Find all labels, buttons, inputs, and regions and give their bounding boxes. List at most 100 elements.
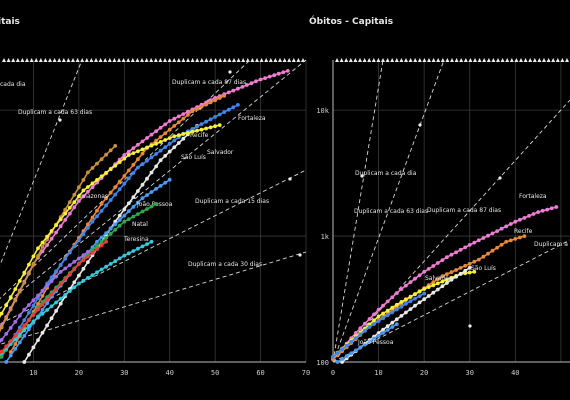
series-point: [363, 342, 367, 347]
series-point: [126, 176, 131, 181]
series-point: [72, 192, 77, 197]
series-point: [126, 217, 131, 222]
series-point: [0, 354, 4, 358]
series-point: [117, 256, 122, 261]
doubling-guide-line: [0, 251, 307, 345]
top-marker: [268, 58, 273, 62]
series-point: [208, 100, 213, 105]
series-point: [394, 307, 399, 312]
series-point: [340, 347, 344, 352]
top-marker: [273, 58, 278, 62]
top-marker: [20, 58, 25, 62]
series-point: [145, 176, 149, 181]
series-point: [81, 194, 86, 199]
top-marker: [167, 58, 172, 62]
top-marker: [287, 58, 292, 62]
series-point: [495, 229, 499, 234]
top-marker: [259, 58, 264, 62]
series-point: [4, 332, 9, 336]
series-point: [22, 318, 27, 322]
series-point: [372, 318, 376, 323]
series-point: [67, 272, 72, 277]
series-point: [372, 336, 376, 341]
x-tick-label: 10: [29, 369, 37, 377]
series-point: [508, 238, 513, 243]
top-marker: [445, 58, 450, 62]
series-point: [13, 334, 18, 338]
guide-line-label: Duplicam a cada 30 dias: [188, 261, 262, 268]
series-label: Amazonas: [77, 193, 108, 200]
top-marker: [413, 58, 418, 62]
top-marker: [491, 58, 496, 62]
series-point: [522, 234, 527, 239]
top-marker: [358, 58, 362, 62]
series-point: [86, 189, 90, 194]
series-point: [431, 280, 436, 285]
doubling-guide-line: [332, 59, 384, 363]
series-point: [27, 352, 31, 357]
top-marker: [135, 58, 140, 62]
series-point: [81, 266, 86, 271]
series-point: [454, 274, 458, 279]
series-point: [472, 259, 477, 264]
series-point: [217, 96, 222, 100]
x-tick-label: 70: [302, 369, 310, 377]
top-marker: [140, 58, 144, 62]
series-point: [149, 204, 154, 209]
series-point: [13, 287, 18, 291]
series-point: [108, 262, 113, 266]
top-marker-row: [335, 58, 569, 62]
series-point: [13, 342, 18, 346]
series-point: [186, 109, 190, 114]
series-point: [131, 151, 136, 156]
guide-marker: [228, 70, 232, 74]
series-point: [195, 124, 199, 129]
series-point: [13, 298, 18, 303]
series-point: [518, 217, 522, 222]
series-point: [108, 148, 113, 153]
series-point: [454, 250, 458, 255]
series-point: [4, 303, 9, 308]
series-point: [376, 314, 381, 319]
top-marker: [255, 58, 259, 62]
top-marker: [172, 58, 177, 62]
series-point: [472, 269, 477, 274]
top-marker: [371, 58, 376, 62]
x-tick-label: 50: [211, 369, 219, 377]
series-point: [426, 267, 431, 271]
top-marker: [514, 58, 519, 62]
series-point: [126, 153, 131, 157]
series-point: [240, 85, 245, 89]
series-point: [117, 160, 122, 165]
series-point: [31, 303, 36, 308]
series-point: [54, 230, 58, 235]
series-point: [408, 307, 413, 311]
series-point: [117, 179, 122, 184]
series-point: [449, 277, 454, 282]
series-point: [63, 293, 68, 297]
series-point: [72, 267, 77, 271]
series-point: [399, 314, 404, 318]
series-point: [431, 283, 436, 288]
series-point: [258, 77, 263, 82]
series-point: [358, 345, 363, 350]
series-point: [0, 311, 4, 316]
top-marker: [367, 58, 372, 62]
top-marker: [112, 58, 117, 62]
top-marker: [43, 58, 48, 62]
top-marker: [103, 58, 108, 62]
series-point: [136, 157, 140, 162]
top-marker: [181, 58, 186, 62]
series-point: [390, 295, 395, 300]
series-point: [22, 328, 27, 333]
top-marker: [473, 58, 477, 62]
series-unnamed: [0, 249, 90, 344]
series-point: [213, 115, 218, 119]
series-label: São Luís: [471, 265, 496, 272]
top-marker: [353, 58, 358, 62]
series-point: [463, 263, 468, 268]
series-point: [77, 238, 81, 243]
series-point: [0, 325, 4, 330]
series-point: [408, 280, 413, 284]
